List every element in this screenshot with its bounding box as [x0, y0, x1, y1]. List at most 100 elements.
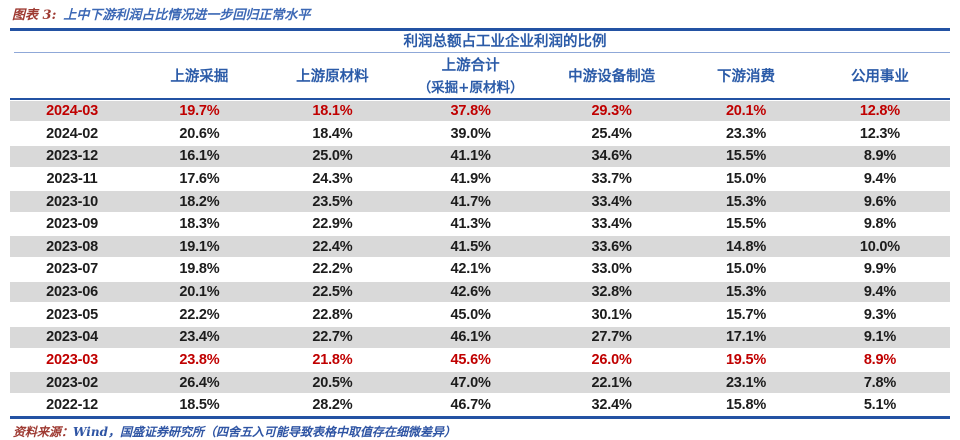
figure-title: 上中下游利润占比情况进一步回归正常水平: [63, 8, 311, 23]
value-cell: 15.8%: [725, 397, 767, 414]
source-note: 资料来源：Wind，国盛证券研究所（四舍五入可能导致表格中取值存在细微差异）: [10, 419, 950, 440]
table-row: 2023-09 18.3% 22.9% 41.3% 33.4% 15.5% 9.8%: [10, 213, 950, 236]
value-cell: 47.0%: [450, 374, 491, 391]
value-cell: 22.4%: [312, 238, 353, 255]
value-cell: 20.1%: [725, 103, 767, 119]
value-cell: 15.7%: [725, 306, 767, 323]
top-divider-line: [10, 28, 950, 31]
column-header-label: 中游设备制造: [568, 67, 656, 85]
value-cell: 10.0%: [859, 238, 900, 255]
table-body: 2024-03 19.7% 18.1% 37.8% 29.3% 20.1% 12.8% 202…: [10, 99, 950, 417]
value-cell: 32.8%: [591, 284, 632, 300]
table-row: 2023-11 17.6% 24.3% 41.9% 33.7% 15.0% 9.4%: [10, 168, 950, 191]
column-header-label: 上游采掘: [170, 67, 229, 85]
date-cell: 2023-07: [46, 261, 98, 278]
value-cell: 30.1%: [591, 306, 632, 323]
date-cell: 2023-06: [46, 284, 98, 300]
value-cell: 23.3%: [725, 125, 767, 142]
value-cell: 15.0%: [725, 261, 767, 278]
table-row: 2023-10 18.2% 23.5% 41.7% 33.4% 15.3% 9.6%: [10, 190, 950, 213]
value-cell: 32.4%: [591, 397, 632, 414]
value-cell: 14.8%: [725, 238, 767, 255]
value-cell: 20.6%: [179, 125, 220, 142]
value-cell: 9.8%: [863, 216, 897, 233]
value-cell: 8.9%: [863, 148, 897, 165]
value-cell: 16.1%: [179, 148, 220, 165]
value-cell: 19.8%: [179, 261, 220, 278]
value-cell: 45.0%: [450, 306, 491, 323]
value-cell: 15.5%: [725, 216, 767, 233]
value-cell: 23.5%: [312, 193, 353, 210]
value-cell: 41.5%: [450, 238, 491, 255]
value-cell: 23.8%: [179, 351, 220, 368]
value-cell: 22.5%: [312, 284, 353, 300]
value-cell: 22.7%: [312, 329, 353, 346]
header-bottom-line: [10, 97, 950, 100]
table-row: 2023-05 22.2% 22.8% 45.0% 30.1% 15.7% 9.3%: [10, 303, 950, 326]
value-cell: 7.8%: [863, 374, 897, 391]
column-header: 上游合计 （采掘+原材料）: [400, 54, 541, 96]
date-cell: 2024-02: [46, 125, 98, 142]
date-cell: 2023-05: [46, 306, 98, 323]
value-cell: 41.9%: [450, 170, 491, 187]
value-cell: 9.6%: [863, 193, 897, 210]
value-cell: 15.3%: [725, 193, 767, 210]
date-cell: 2023-03: [46, 351, 98, 368]
value-cell: 45.6%: [450, 351, 491, 368]
value-cell: 12.3%: [859, 125, 900, 142]
column-header-sublabel: （采掘+原材料）: [417, 80, 524, 97]
value-cell: 18.1%: [312, 103, 353, 119]
value-cell: 33.4%: [591, 193, 632, 210]
value-cell: 15.0%: [725, 170, 767, 187]
column-header-label: 上游原材料: [296, 67, 369, 85]
date-cell: 2023-11: [46, 170, 98, 187]
value-cell: 29.3%: [591, 103, 632, 119]
value-cell: 22.9%: [312, 216, 353, 233]
figure-caption: 图表 3: 上中下游利润占比情况进一步回归正常水平: [10, 2, 950, 28]
value-cell: 28.2%: [312, 397, 353, 414]
table-row: 2023-07 19.8% 22.2% 42.1% 33.0% 15.0% 9.9%: [10, 258, 950, 281]
value-cell: 33.7%: [591, 170, 632, 187]
value-cell: 34.6%: [591, 148, 632, 165]
value-cell: 23.1%: [725, 374, 767, 391]
column-header-label: 上游合计: [441, 57, 500, 75]
column-header: 上游采掘: [134, 65, 265, 86]
table-row: 2023-06 20.1% 22.5% 42.6% 32.8% 15.3% 9.4%: [10, 280, 950, 304]
value-cell: 8.9%: [863, 351, 897, 368]
value-cell: 41.1%: [450, 148, 491, 165]
value-cell: 24.3%: [312, 170, 353, 187]
value-cell: 25.0%: [312, 148, 353, 165]
value-cell: 22.8%: [312, 306, 353, 323]
value-cell: 9.3%: [863, 306, 897, 323]
column-header-row: 上游采掘 上游原材料 上游合计 （采掘+原材料） 中游设备制造 下游消费 公用事业: [10, 53, 950, 98]
column-header: 公用事业: [810, 65, 950, 86]
value-cell: 21.8%: [312, 351, 353, 368]
value-cell: 22.2%: [179, 306, 220, 323]
value-cell: 9.1%: [863, 329, 897, 346]
date-cell: 2023-08: [46, 238, 98, 255]
value-cell: 18.3%: [179, 216, 220, 233]
date-cell: 2022-12: [46, 397, 98, 414]
value-cell: 26.4%: [179, 374, 220, 391]
value-cell: 18.4%: [312, 125, 353, 142]
value-cell: 9.4%: [863, 284, 897, 300]
table-row: 2024-02 20.6% 18.4% 39.0% 25.4% 23.3% 12.3%: [10, 122, 950, 145]
value-cell: 46.1%: [450, 329, 491, 346]
value-cell: 20.5%: [312, 374, 353, 391]
date-cell: 2023-02: [46, 374, 98, 391]
value-cell: 22.1%: [591, 374, 632, 391]
value-cell: 17.6%: [179, 170, 220, 187]
table-row: 2022-12 18.5% 28.2% 46.7% 32.4% 15.8% 5.1%: [10, 394, 950, 417]
date-cell: 2023-04: [46, 329, 98, 346]
table-row: 2024-03 19.7% 18.1% 37.8% 29.3% 20.1% 12.8%: [10, 99, 950, 123]
date-cell: 2023-09: [46, 216, 98, 233]
value-cell: 15.5%: [725, 148, 767, 165]
value-cell: 41.7%: [450, 193, 491, 210]
value-cell: 33.0%: [591, 261, 632, 278]
value-cell: 19.1%: [179, 238, 220, 255]
value-cell: 18.2%: [179, 193, 220, 210]
value-cell: 23.4%: [179, 329, 220, 346]
value-cell: 22.2%: [312, 261, 353, 278]
column-header: 上游原材料: [265, 65, 400, 86]
